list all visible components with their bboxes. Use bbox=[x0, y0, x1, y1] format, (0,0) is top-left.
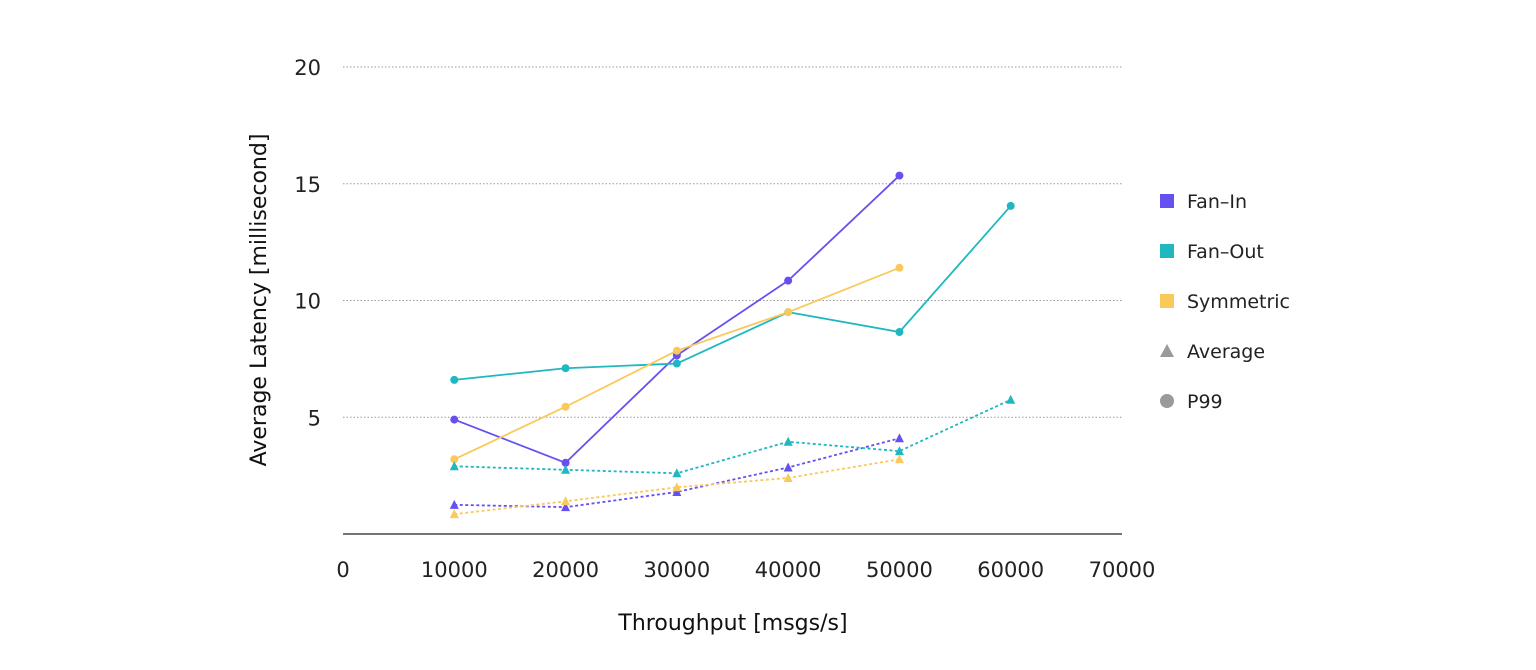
y-tick-label: 10 bbox=[294, 290, 321, 314]
data-point-symmetric-p99 bbox=[672, 346, 681, 355]
x-axis-title: Throughput [msgs/s] bbox=[617, 611, 847, 636]
legend: Fan–In Fan–Out Symmetric Average P99 bbox=[1160, 191, 1290, 413]
data-point-fan-out-p99 bbox=[450, 375, 459, 384]
data-point-fan-out-p99 bbox=[672, 359, 681, 368]
x-tick-label: 10000 bbox=[421, 558, 488, 582]
data-point-symmetric-average bbox=[561, 496, 571, 506]
data-point-symmetric-average bbox=[672, 482, 682, 492]
data-point-fan-out-p99 bbox=[1006, 201, 1015, 210]
x-axis-ticks: 0 10000 20000 30000 40000 50000 60000 70000 bbox=[336, 558, 1155, 582]
data-point-symmetric-p99 bbox=[784, 308, 793, 317]
data-point-fan-in-average bbox=[672, 486, 682, 496]
x-tick-label: 30000 bbox=[643, 558, 710, 582]
data-point-symmetric-average bbox=[783, 472, 793, 482]
data-point-fan-in-p99 bbox=[561, 458, 570, 467]
data-point-fan-out-average bbox=[894, 446, 904, 456]
series-line-fan-in-p99 bbox=[453, 174, 901, 464]
data-point-fan-out-average bbox=[672, 468, 682, 478]
legend-label: Symmetric bbox=[1187, 291, 1290, 313]
data-point-fan-in-p99 bbox=[450, 415, 459, 424]
series-line-fan-out-average bbox=[454, 398, 1012, 475]
data-point-fan-out-average bbox=[561, 464, 571, 474]
data-point-symmetric-p99 bbox=[895, 263, 904, 272]
y-tick-label: 20 bbox=[294, 56, 321, 80]
x-tick-label: 50000 bbox=[866, 558, 933, 582]
x-tick-label: 20000 bbox=[532, 558, 599, 582]
data-point-fan-in-average bbox=[783, 462, 793, 472]
legend-triangle-icon bbox=[1160, 344, 1174, 357]
legend-swatch bbox=[1160, 294, 1174, 308]
legend-label: Fan–Out bbox=[1187, 241, 1264, 263]
series-line-fan-in-average bbox=[454, 437, 900, 509]
grid-lines bbox=[343, 66, 1122, 418]
y-axis-ticks: 5 10 15 20 bbox=[294, 56, 321, 430]
data-point-fan-out-average bbox=[449, 461, 459, 471]
legend-circle-icon bbox=[1160, 394, 1174, 408]
data-point-fan-out-average bbox=[783, 436, 793, 446]
x-tick-label: 40000 bbox=[755, 558, 822, 582]
data-point-fan-in-p99 bbox=[895, 171, 904, 180]
x-tick-label: 0 bbox=[336, 558, 349, 582]
data-point-fan-out-p99 bbox=[895, 328, 904, 337]
data-point-fan-in-average bbox=[561, 502, 571, 512]
data-point-symmetric-p99 bbox=[561, 402, 570, 411]
legend-swatch bbox=[1160, 194, 1174, 208]
legend-label: P99 bbox=[1187, 391, 1223, 413]
legend-swatch bbox=[1160, 244, 1174, 258]
x-tick-label: 70000 bbox=[1089, 558, 1156, 582]
data-point-symmetric-average bbox=[449, 509, 459, 519]
data-point-fan-out-p99 bbox=[561, 364, 570, 373]
data-point-symmetric-p99 bbox=[450, 455, 459, 464]
y-tick-label: 5 bbox=[308, 406, 321, 430]
series-line-fan-out-p99 bbox=[454, 205, 1012, 381]
data-point-fan-in-average bbox=[894, 433, 904, 443]
series-markers bbox=[449, 171, 1016, 519]
data-point-fan-out-average bbox=[1006, 394, 1016, 404]
legend-label: Average bbox=[1187, 341, 1265, 363]
series-lines bbox=[453, 174, 1012, 516]
y-axis-title: Average Latency [millisecond] bbox=[247, 134, 272, 467]
data-point-symmetric-average bbox=[894, 454, 904, 464]
x-tick-label: 60000 bbox=[977, 558, 1044, 582]
data-point-fan-in-average bbox=[449, 499, 459, 509]
y-tick-label: 15 bbox=[294, 173, 321, 197]
data-point-fan-in-p99 bbox=[784, 276, 793, 285]
legend-label: Fan–In bbox=[1187, 191, 1247, 213]
